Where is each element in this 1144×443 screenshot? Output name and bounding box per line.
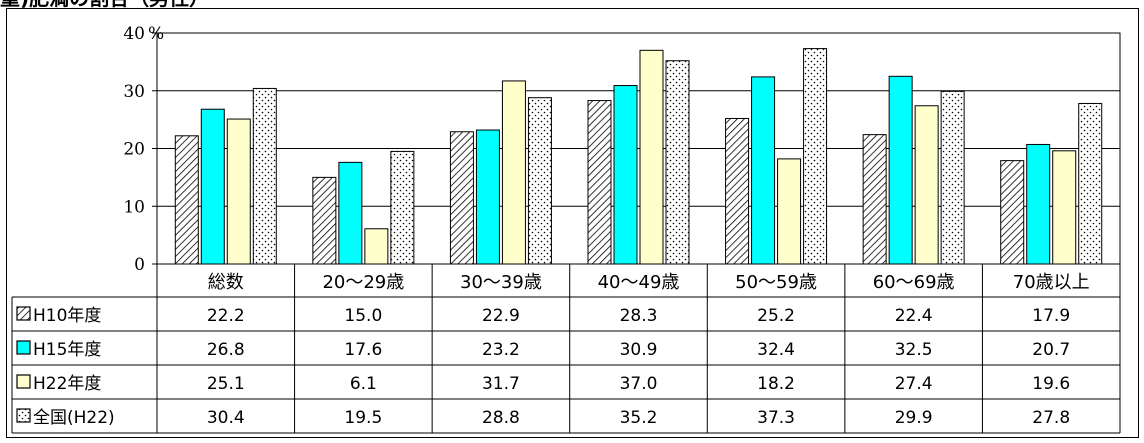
legend-label: 全国(H22) [33,408,115,428]
table-cell-value: 23.2 [482,340,520,360]
table-cell-value: 20.7 [1032,340,1070,360]
category-label: 40～49歳 [598,272,680,293]
bar-2-3 [475,129,500,265]
table-cell-value: 27.4 [895,374,933,394]
table-cell-value: 19.5 [344,408,382,428]
bar-1-6 [862,134,887,265]
category-label: 20～29歳 [322,272,404,293]
bar-3-1 [226,118,251,265]
bar-2-2 [338,161,363,265]
table-cell-value: 6.1 [350,374,377,394]
table-cell-value: 37.0 [620,374,658,394]
table-cell-value: 30.9 [620,340,658,360]
category-label: 50～59歳 [735,272,817,293]
table-cell-value: 31.7 [482,374,520,394]
bar-1-5 [725,117,750,265]
bar-1-1 [174,135,199,265]
bar-3-2 [364,228,389,265]
table-cell-value: 25.2 [757,306,795,326]
table-cell-value: 30.4 [207,408,245,428]
table-cell-value: 17.6 [344,340,382,360]
bar-1-4 [587,100,612,265]
y-tick-label: 30 [123,82,145,102]
table-cell-value: 19.6 [1032,374,1070,394]
y-tick-label: 10 [123,197,145,217]
bar-2-5 [751,76,776,265]
table-cell-value: 28.8 [482,408,520,428]
bar-2-1 [200,108,225,265]
legend-swatch [16,306,31,321]
legend-swatch [16,408,31,423]
table-cell-value: 37.3 [757,408,795,428]
bar-4-3 [527,97,552,265]
table-cell-value: 15.0 [344,306,382,326]
bar-4-2 [390,150,415,265]
table-cell-value: 22.4 [895,306,933,326]
table-cell-value: 28.3 [620,306,658,326]
table-cell-value: 22.9 [482,306,520,326]
bar-3-7 [1052,150,1077,265]
y-tick-label: 20 [123,140,145,160]
table-cell-value: 32.4 [757,340,795,360]
y-tick-label: 40 [123,24,145,44]
table-cell-value: 27.8 [1032,408,1070,428]
bar-1-7 [1000,160,1025,265]
category-label: 70歳以上 [1013,272,1090,293]
table-cell-value: 17.9 [1032,306,1070,326]
bar-2-7 [1026,143,1051,265]
chart-title: 重)肥満の割合（男性） [0,0,209,10]
bar-3-6 [914,105,939,265]
table-cell-value: 18.2 [757,374,795,394]
bar-4-7 [1078,102,1103,265]
bar-4-1 [252,87,277,265]
legend-label: H22年度 [33,374,101,394]
table-cell-value: 22.2 [207,306,245,326]
chart-frame [6,8,1139,438]
table-cell-value: 25.1 [207,374,245,394]
bar-3-4 [639,49,664,265]
legend-swatch [16,374,31,389]
y-tick-label: 0 [134,255,145,275]
y-unit-label: % [148,24,164,44]
bar-2-4 [613,85,638,265]
bar-4-4 [665,60,690,265]
bar-2-6 [888,75,913,265]
legend-label: H15年度 [33,340,101,360]
category-label: 30～39歳 [460,272,542,293]
bar-3-3 [501,80,526,265]
legend-label: H10年度 [33,306,101,326]
bar-1-2 [312,176,337,265]
legend-swatch [16,340,31,355]
table-cell-value: 32.5 [895,340,933,360]
bar-4-5 [803,48,828,265]
bar-1-3 [449,131,474,265]
bar-3-5 [777,158,802,265]
table-cell-value: 26.8 [207,340,245,360]
category-label: 総数 [208,272,244,293]
bar-4-6 [940,90,965,265]
category-label: 60～69歳 [873,272,955,293]
table-cell-value: 29.9 [895,408,933,428]
table-cell-value: 35.2 [620,408,658,428]
